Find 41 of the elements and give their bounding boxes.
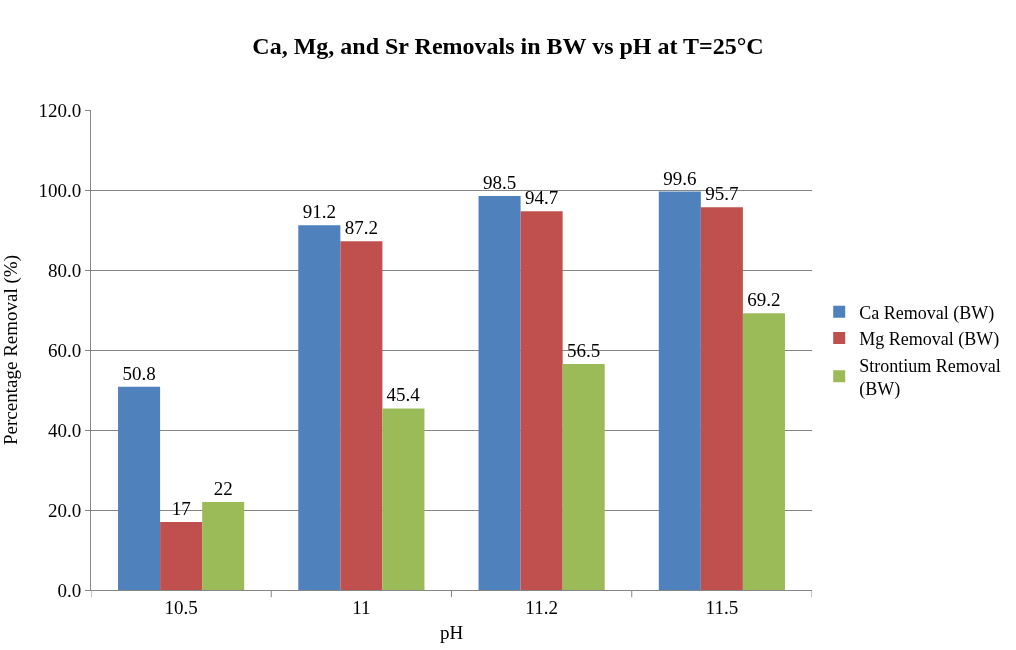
bar <box>658 191 701 590</box>
y-tick-label: 20.0 <box>47 499 82 521</box>
bar <box>478 196 521 590</box>
legend-label: Strontium Removal (BW) <box>859 355 1001 400</box>
data-label: 17 <box>171 498 191 519</box>
data-label: 56.5 <box>567 340 601 361</box>
bar <box>118 386 161 590</box>
legend-label: Mg Removal (BW) <box>859 329 1000 351</box>
bar <box>202 502 245 590</box>
data-label: 50.8 <box>122 362 156 384</box>
y-tick-label: 0.0 <box>57 579 82 601</box>
x-tick-label: 10.5 <box>164 596 198 618</box>
y-tick-label: 60.0 <box>47 339 82 361</box>
bar <box>298 225 341 590</box>
bar <box>562 364 605 590</box>
bar <box>742 313 785 590</box>
data-label: 95.7 <box>705 183 739 205</box>
data-label: 87.2 <box>344 217 378 239</box>
legend-label: Ca Removal (BW) <box>859 302 995 324</box>
bar <box>382 408 425 590</box>
y-axis-title: Percentage Removal (%) <box>0 255 23 445</box>
data-label: 45.4 <box>386 384 421 406</box>
data-label: 91.2 <box>302 201 336 223</box>
data-label: 99.6 <box>663 167 697 189</box>
data-label: 69.2 <box>747 289 781 311</box>
bar <box>520 211 563 590</box>
bar <box>700 207 743 590</box>
y-tick-label: 80.0 <box>47 259 82 281</box>
data-label: 94.7 <box>525 187 559 209</box>
y-tick-label: 40.0 <box>47 419 82 441</box>
y-tick-label: 100.0 <box>38 179 82 201</box>
bar <box>340 241 383 590</box>
chart-title: Ca, Mg, and Sr Removals in BW vs pH at T=25°C <box>252 32 764 59</box>
x-tick-label: 11 <box>352 596 371 618</box>
x-tick-label: 11.5 <box>705 596 739 618</box>
y-tick-label: 120.0 <box>38 99 82 121</box>
x-axis-title: pH <box>439 621 464 643</box>
data-label: 98.5 <box>482 172 517 193</box>
bar <box>160 522 203 590</box>
data-label: 22 <box>213 478 233 499</box>
x-tick-label: 11.2 <box>525 596 558 618</box>
